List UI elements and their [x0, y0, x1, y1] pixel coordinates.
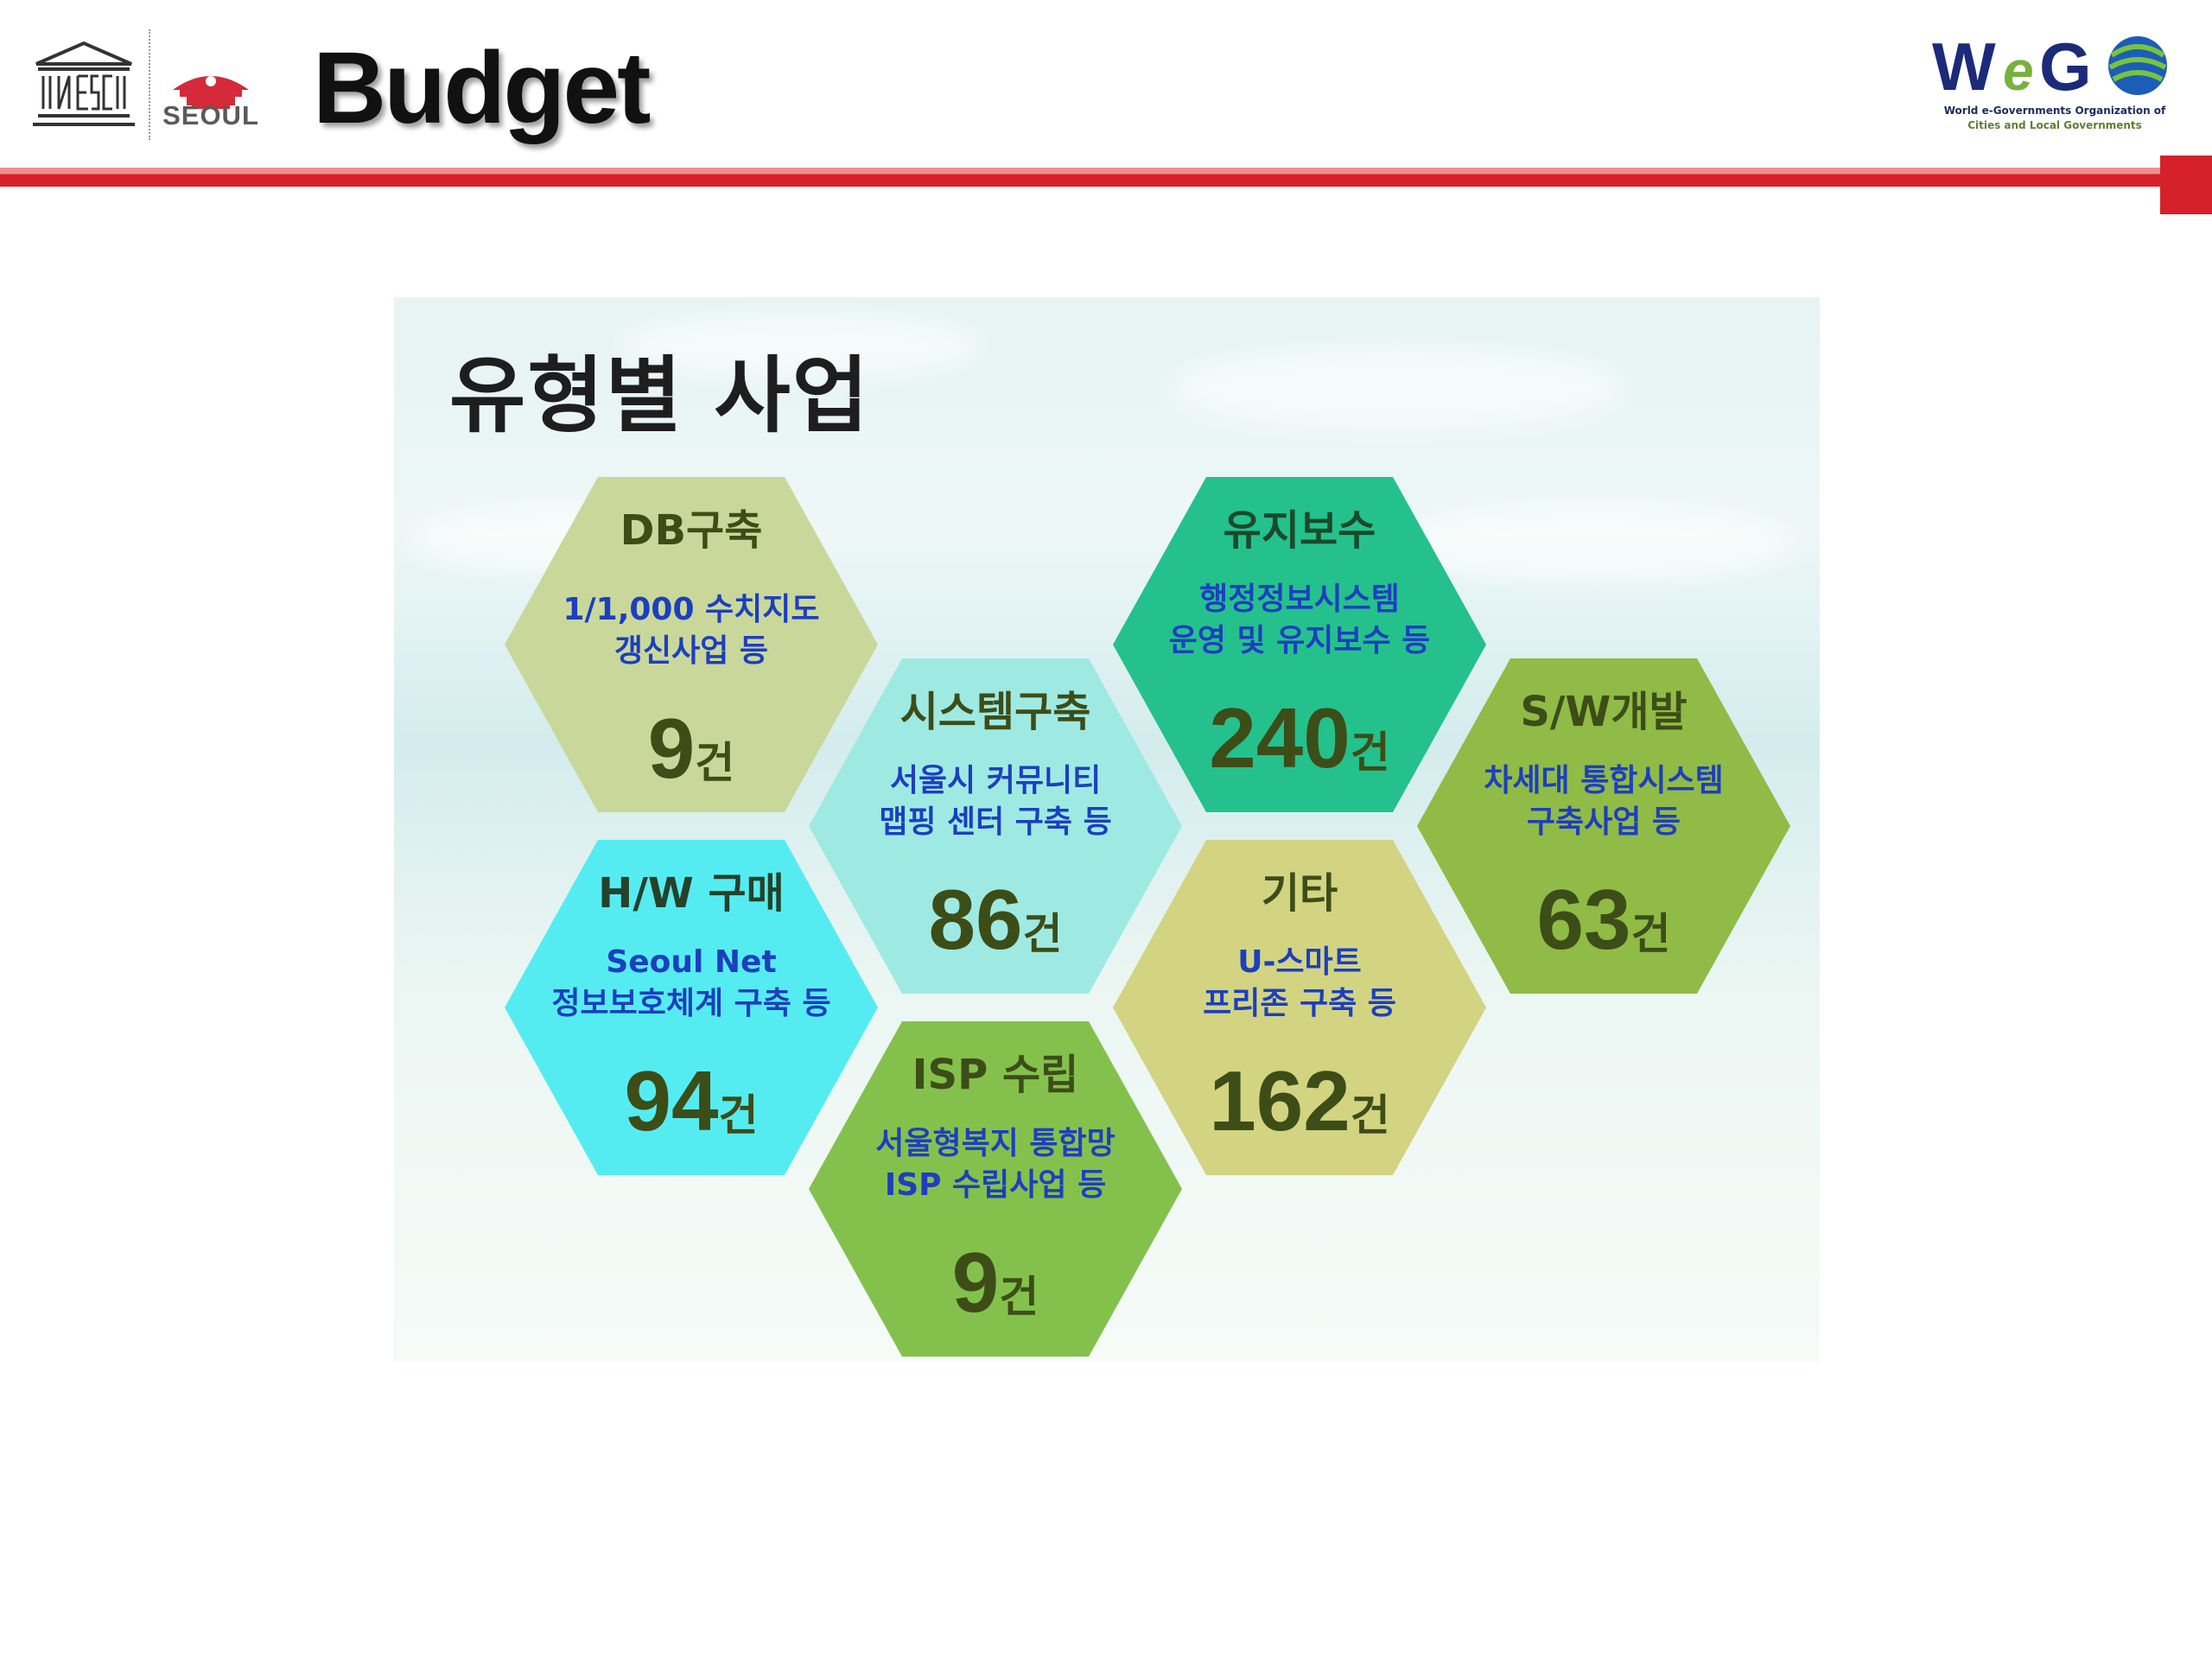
wego-tagline: World e-Governments Organization of Citi…: [1927, 104, 2183, 133]
hex-count-value: 162: [1209, 1053, 1351, 1148]
hex-description-line2: 프리존 구축 등: [1203, 986, 1396, 1021]
hex-count: 86건: [809, 871, 1182, 969]
hex-description-line1: 행정정보시스템: [1199, 582, 1400, 617]
hex-category: ISP 수립: [912, 1051, 1079, 1099]
diagram-title: 유형별 사업: [449, 347, 871, 444]
svg-text:G: G: [2039, 29, 2092, 100]
hex-count-unit: 건: [1630, 910, 1671, 958]
header-divider-tab: [2160, 156, 2212, 214]
hex-description-line1: 1/1,000 수치지도: [563, 592, 820, 627]
hex-description-line2: 구축사업 등: [1526, 804, 1681, 840]
hex-count-unit: 건: [695, 739, 735, 787]
hex-hw-purchase: H/W 구매 Seoul Net 정보보호체계 구축 등 94건: [505, 840, 878, 1175]
hex-category: S/W개발: [1520, 688, 1688, 736]
hex-category: 유지보수: [1223, 506, 1376, 555]
wego-logo: W e G: [1932, 29, 2167, 100]
hex-description-line2: 갱신사업 등: [613, 633, 769, 669]
hex-maintenance: 유지보수 행정정보시스템 운영 및 유지보수 등 240건: [1113, 477, 1486, 812]
hex-count: 162건: [1113, 1052, 1486, 1150]
hex-description-line2: 맵핑 센터 구축 등: [879, 804, 1112, 840]
hex-description-line2: 운영 및 유지보수 등: [1168, 623, 1431, 658]
hex-count: 9건: [809, 1234, 1182, 1332]
hex-count-value: 86: [928, 872, 1023, 967]
hex-count-unit: 건: [1022, 910, 1063, 958]
hex-count: 94건: [505, 1052, 878, 1150]
hex-count-value: 9: [951, 1235, 1000, 1330]
hex-count-unit: 건: [718, 1091, 759, 1140]
svg-text:e: e: [2003, 40, 2034, 100]
hex-category: DB구축: [620, 506, 763, 555]
wego-tagline-line1: World e-Governments Organization of: [1943, 105, 2166, 117]
hex-description-line1: Seoul Net: [606, 944, 777, 980]
wego-tagline-line2: Cities and Local Governments: [1967, 119, 2142, 131]
hex-sw-development: S/W개발 차세대 통합시스템 구축사업 등 63건: [1417, 658, 1790, 994]
hex-description-line1: 차세대 통합시스템: [1484, 763, 1724, 798]
hex-description-line1: 서울시 커뮤니티: [889, 763, 1102, 798]
cloud-decoration: [1396, 505, 1794, 582]
seoul-logo: [173, 76, 249, 109]
diagram-panel: 유형별 사업 DB구축 1/1,000 수치지도 갱신사업 등 9건 시스템구축…: [394, 297, 1820, 1362]
slide-title: Budget: [313, 31, 651, 145]
header-divider-bar: [0, 168, 2169, 187]
hex-count-value: 63: [1536, 872, 1631, 967]
hex-count-unit: 건: [1350, 1091, 1390, 1140]
hex-count: 9건: [505, 700, 878, 798]
cloud-decoration: [619, 315, 982, 375]
seoul-label: SEOUL: [162, 100, 259, 130]
unesco-logo: [33, 41, 135, 126]
cloud-decoration: [1172, 349, 1621, 427]
hex-count-value: 94: [624, 1053, 719, 1148]
hex-description-line1: U-스마트: [1237, 944, 1362, 980]
hex-count: 240건: [1113, 690, 1486, 787]
hex-etc: 기타 U-스마트 프리존 구축 등 162건: [1113, 840, 1486, 1175]
hex-count-value: 9: [647, 701, 696, 796]
hex-category: H/W 구매: [598, 869, 785, 918]
hex-category: 시스템구축: [899, 688, 1091, 736]
hex-description-line2: 정보보호체계 구축 등: [551, 986, 831, 1021]
hex-isp: ISP 수립 서울형복지 통합망 ISP 수립사업 등 9건: [809, 1021, 1182, 1357]
logo-divider: [149, 29, 150, 140]
hex-count-value: 240: [1209, 690, 1351, 785]
hex-count-unit: 건: [1350, 728, 1390, 777]
svg-text:W: W: [1932, 29, 1996, 100]
hex-count: 63건: [1417, 871, 1790, 969]
hex-category: 기타: [1261, 869, 1338, 918]
hex-description-line1: 서울형복지 통합망: [875, 1126, 1116, 1161]
hex-system-build: 시스템구축 서울시 커뮤니티 맵핑 센터 구축 등 86건: [809, 658, 1182, 994]
hex-db: DB구축 1/1,000 수치지도 갱신사업 등 9건: [505, 477, 878, 812]
hex-count-unit: 건: [999, 1273, 1039, 1321]
hex-description-line2: ISP 수립사업 등: [884, 1167, 1107, 1203]
